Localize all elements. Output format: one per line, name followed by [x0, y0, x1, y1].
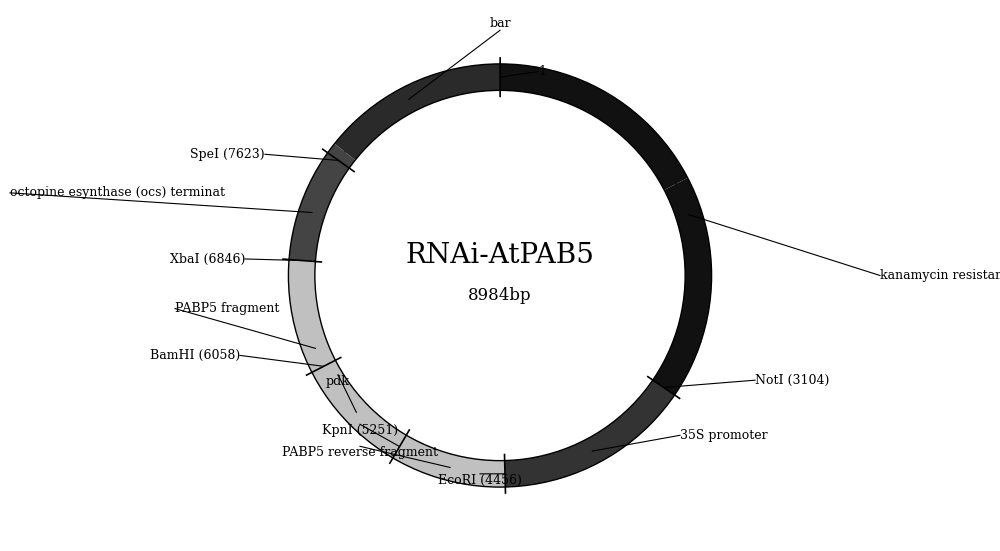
Text: EcoRI (4456): EcoRI (4456): [438, 474, 522, 487]
Text: 1: 1: [538, 65, 546, 78]
Wedge shape: [335, 64, 500, 160]
Text: PABP5 fragment: PABP5 fragment: [175, 302, 279, 315]
Text: SpeI (7623): SpeI (7623): [190, 148, 265, 161]
Text: 8984bp: 8984bp: [468, 287, 532, 304]
Text: pdk: pdk: [326, 375, 350, 388]
Text: bar: bar: [489, 17, 511, 30]
Wedge shape: [500, 64, 688, 190]
Wedge shape: [393, 435, 505, 487]
Text: RNAi-AtPAB5: RNAi-AtPAB5: [406, 242, 594, 269]
Text: KpnI (5251): KpnI (5251): [322, 424, 398, 437]
Text: octopine esynthase (ocs) terminat: octopine esynthase (ocs) terminat: [10, 186, 225, 199]
Wedge shape: [653, 178, 712, 395]
Text: NotI (3104): NotI (3104): [755, 374, 829, 387]
Text: PABP5 reverse fragment: PABP5 reverse fragment: [282, 446, 438, 460]
Text: 35S promoter: 35S promoter: [680, 429, 768, 442]
Text: BamHI (6058): BamHI (6058): [150, 349, 240, 362]
Wedge shape: [288, 260, 406, 458]
Wedge shape: [505, 380, 675, 487]
Wedge shape: [289, 144, 355, 262]
Text: kanamycin resistance: kanamycin resistance: [880, 269, 1000, 282]
Text: XbaI (6846): XbaI (6846): [170, 252, 245, 266]
